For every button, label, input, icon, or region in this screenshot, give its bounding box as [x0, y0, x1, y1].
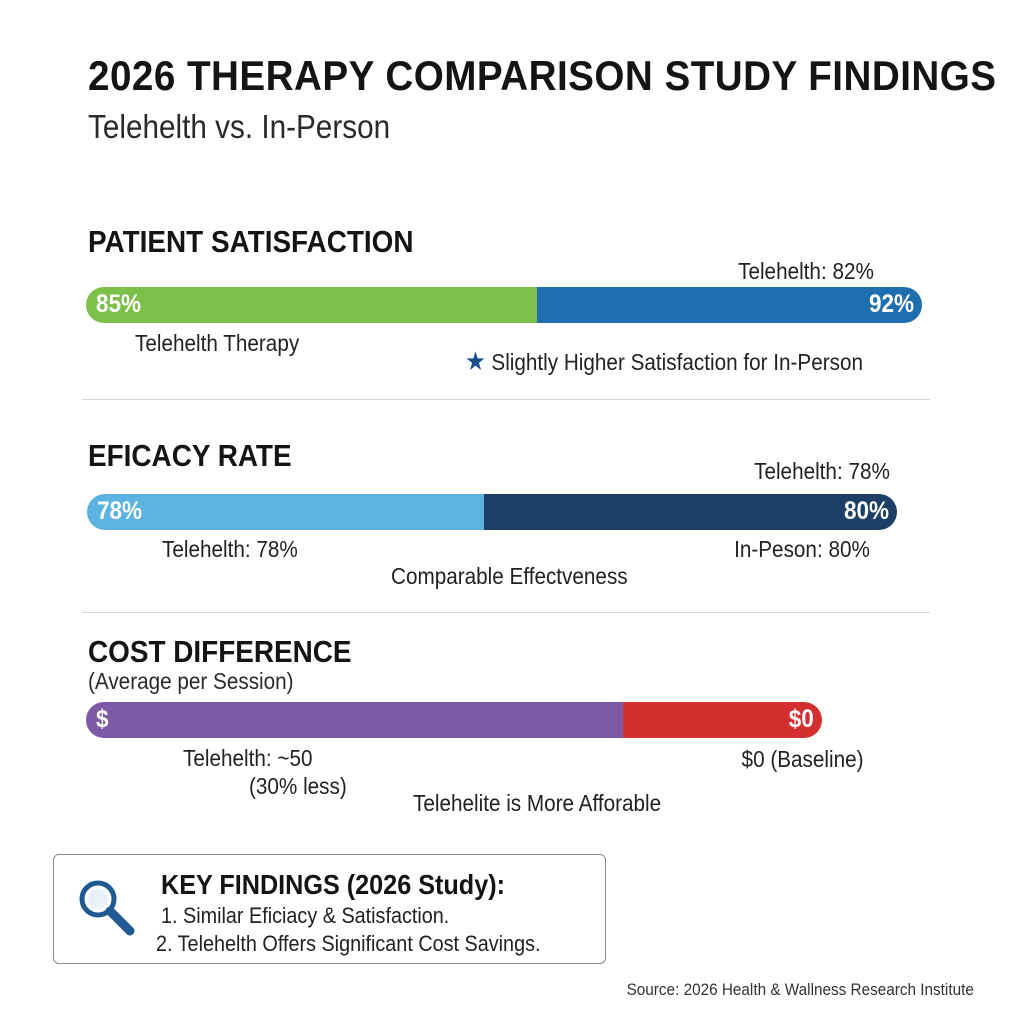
efficacy-right-caption: In-Peson: 80% [734, 536, 870, 562]
cost-telehealth-segment: $ [86, 702, 624, 738]
page-title: 2026 THERAPY COMPARISON STUDY FINDINGS [88, 52, 997, 99]
efficacy-left-caption: Telehelth: 78% [162, 536, 298, 562]
satisfaction-telehealth-segment: 85% [86, 287, 538, 323]
cost-telehealth-value: $ [96, 705, 109, 733]
cost-note: Telehelite is More Afforable [413, 790, 662, 816]
key-finding-item: 1. Similar Eficiacy & Satisfaction. [161, 903, 450, 928]
efficacy-bar: 78% 80% [87, 494, 897, 530]
satisfaction-left-caption: Telehelth Therapy [135, 330, 300, 356]
divider [82, 399, 930, 400]
cost-inperson-segment: $0 [623, 702, 822, 738]
key-findings-box: KEY FINDINGS (2026 Study): 1. Similar Ef… [53, 854, 606, 964]
efficacy-top-label: Telehelth: 78% [754, 458, 890, 484]
satisfaction-inperson-value: 92% [868, 290, 914, 318]
cost-subheading: (Average per Session) [88, 668, 294, 694]
cost-right-caption: $0 (Baseline) [742, 746, 864, 772]
satisfaction-inperson-segment: 92% [537, 287, 922, 323]
efficacy-inperson-value: 80% [843, 497, 889, 525]
magnifying-glass-icon [79, 880, 135, 936]
satisfaction-note-text: Slightly Higher Satisfaction for In-Pers… [491, 349, 864, 375]
cost-inperson-value: $0 [788, 705, 814, 733]
efficacy-inperson-segment: 80% [483, 494, 897, 530]
cost-bar: $ $0 [86, 702, 822, 738]
satisfaction-telehealth-value: 85% [96, 290, 142, 318]
cost-left-caption-line2: (30% less) [249, 773, 347, 799]
divider [82, 612, 930, 613]
key-findings-title: KEY FINDINGS (2026 Study): [161, 869, 506, 900]
satisfaction-bar: 85% 92% [86, 287, 922, 323]
satisfaction-top-label: Telehelth: 82% [738, 258, 874, 284]
page-subtitle: Telehelth vs. In-Person [88, 108, 391, 145]
cost-heading: COST DIFFERENCE [88, 634, 352, 669]
cost-left-caption-line1: Telehelth: ~50 [183, 745, 313, 771]
key-finding-item: 2. Telehelth Offers Significant Cost Sav… [156, 931, 541, 956]
efficacy-telehealth-value: 78% [97, 497, 143, 525]
efficacy-heading: EFICACY RATE [88, 438, 292, 473]
source-note: Source: 2026 Health & Wallness Research … [626, 980, 974, 999]
satisfaction-heading: PATIENT SATISFACTION [88, 224, 414, 259]
efficacy-telehealth-segment: 78% [87, 494, 484, 530]
efficacy-note: Comparable Effectveness [391, 563, 628, 589]
star-icon: ★ [465, 346, 486, 376]
satisfaction-note: ★ Slightly Higher Satisfaction for In-Per… [465, 346, 863, 377]
